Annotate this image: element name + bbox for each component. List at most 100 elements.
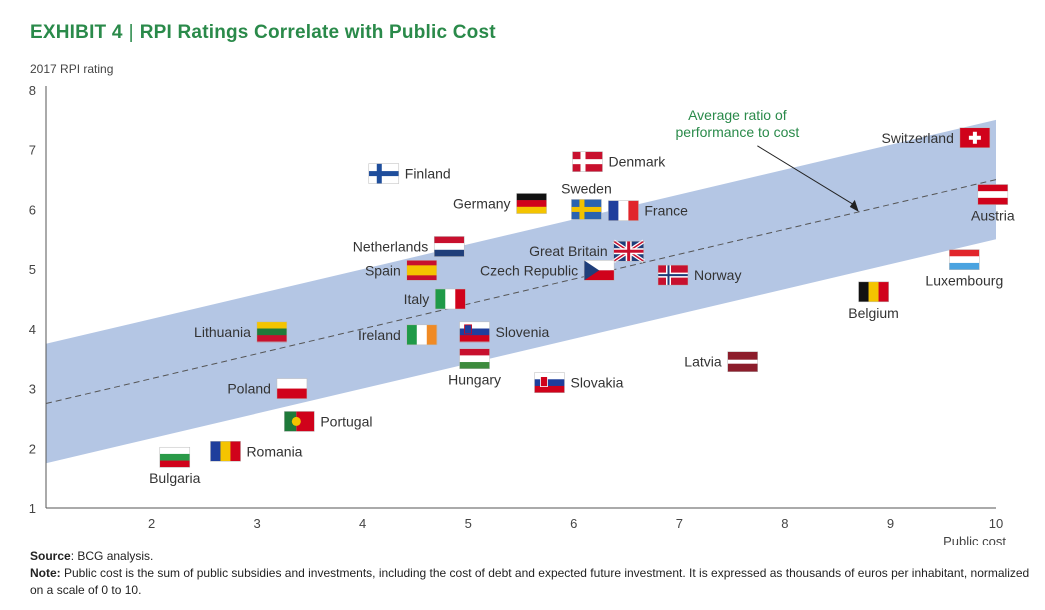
flag-stripe <box>434 236 465 244</box>
y-tick-label: 3 <box>29 382 36 397</box>
flag-border <box>276 378 308 399</box>
point-label-sweden: Sweden <box>561 180 612 196</box>
flag-marker-switzerland <box>959 127 991 149</box>
flag-stripe <box>628 200 639 221</box>
flag-marker-ireland <box>406 324 438 346</box>
flag-stripe <box>256 321 287 329</box>
flag-border <box>959 127 991 149</box>
point-label-czech-republic: Czech Republic <box>480 262 578 278</box>
flag-stripe <box>727 367 758 372</box>
y-tick-label: 1 <box>29 501 36 516</box>
cost-note: Note: Public cost is the sum of public s… <box>30 565 1030 599</box>
flag-stripe <box>459 321 490 329</box>
flag-stripe <box>296 411 315 432</box>
point-label-denmark: Denmark <box>609 154 667 170</box>
flag-cross <box>658 274 688 277</box>
x-tick-label: 3 <box>253 516 260 531</box>
flag-border <box>583 260 615 281</box>
flag-emblem <box>291 416 301 426</box>
flag-border <box>977 184 1009 205</box>
flag-border <box>858 281 889 303</box>
title-text: RPI Ratings Correlate with Public Cost <box>139 22 496 43</box>
flag-stripe <box>159 453 190 461</box>
flag-border <box>572 151 603 172</box>
flag-marker-hungary <box>459 348 490 370</box>
point-label-germany: Germany <box>453 195 511 211</box>
flag-marker-denmark <box>572 151 603 172</box>
flag-border <box>534 372 565 393</box>
flag-marker-france <box>608 200 639 221</box>
flag-marker-austria <box>977 184 1009 205</box>
flag-stripe <box>727 355 758 360</box>
point-label-great-britain: Great Britain <box>529 243 608 259</box>
y-tick-label: 4 <box>29 322 36 337</box>
flag-stripe <box>977 191 1008 199</box>
flag-stripe <box>159 447 190 455</box>
flag-border <box>657 264 689 286</box>
flag-stripe <box>256 328 287 336</box>
flag-stripe <box>858 281 869 302</box>
flag-stripe <box>977 184 1008 192</box>
flag-marker-slovakia <box>534 372 565 393</box>
flag-stripe <box>459 355 490 363</box>
point-label-slovenia: Slovenia <box>496 324 550 340</box>
flag-stripe <box>516 200 547 208</box>
flag-cross <box>968 135 981 140</box>
flag-border <box>727 351 758 372</box>
point-label-bulgaria: Bulgaria <box>149 470 201 486</box>
y-tick-label: 5 <box>29 262 36 277</box>
x-tick-label: 9 <box>887 516 894 531</box>
flag-border <box>435 288 466 310</box>
flag-cross <box>572 159 603 165</box>
flag-border <box>284 411 315 432</box>
flag-cross <box>368 171 399 177</box>
flag-stripe <box>434 243 465 251</box>
flag-border <box>433 236 465 257</box>
x-axis-label: Public cost <box>943 534 1006 545</box>
flag-stripe <box>949 262 980 270</box>
point-label-spain: Spain <box>365 262 401 278</box>
flag-border <box>516 193 547 214</box>
annotation-arrowhead <box>849 199 859 212</box>
flag-marker-finland <box>368 163 400 184</box>
point-label-norway: Norway <box>694 267 741 283</box>
flag-cross <box>613 249 644 253</box>
flag-triangle <box>584 260 600 281</box>
flag-stripe <box>949 249 980 257</box>
point-label-romania: Romania <box>246 443 302 459</box>
x-tick-label: 2 <box>148 516 155 531</box>
point-label-portugal: Portugal <box>320 413 372 429</box>
flag-marker-romania <box>210 441 241 462</box>
source-text: : BCG analysis. <box>70 549 154 563</box>
point-label-italy: Italy <box>404 291 430 307</box>
annotation-arrow <box>757 145 857 207</box>
flag-stripe <box>445 289 456 309</box>
flag-marker-norway <box>657 264 689 286</box>
flag-stripe <box>727 363 758 368</box>
flag-marker-sweden <box>571 199 602 220</box>
flag-stripe <box>727 351 758 356</box>
flag-stripe <box>618 200 629 221</box>
flag-stripe <box>426 324 438 345</box>
flag-border <box>571 199 602 220</box>
flag-stripe <box>534 372 565 380</box>
source-note: Source: BCG analysis. <box>30 548 1030 565</box>
flag-stripe <box>276 378 307 389</box>
flag-marker-poland <box>276 378 308 399</box>
flag-marker-latvia <box>727 351 758 372</box>
flag-stripe <box>416 324 428 345</box>
flag-border <box>949 249 980 270</box>
flag-marker-italy <box>435 288 466 310</box>
flag-marker-portugal <box>284 411 315 432</box>
note-label: Note: <box>30 566 61 580</box>
trend-line <box>45 179 997 404</box>
y-tick-label: 7 <box>29 143 36 158</box>
flag-stripe <box>406 265 437 276</box>
flag-stripe <box>534 385 565 393</box>
x-tick-label: 4 <box>359 516 366 531</box>
flag-stripe <box>159 460 190 468</box>
flag-marker-czech-republic <box>583 260 615 281</box>
flag-stripe <box>459 348 490 356</box>
flag-marker-slovenia <box>459 321 490 343</box>
flag-stripe <box>276 388 307 399</box>
